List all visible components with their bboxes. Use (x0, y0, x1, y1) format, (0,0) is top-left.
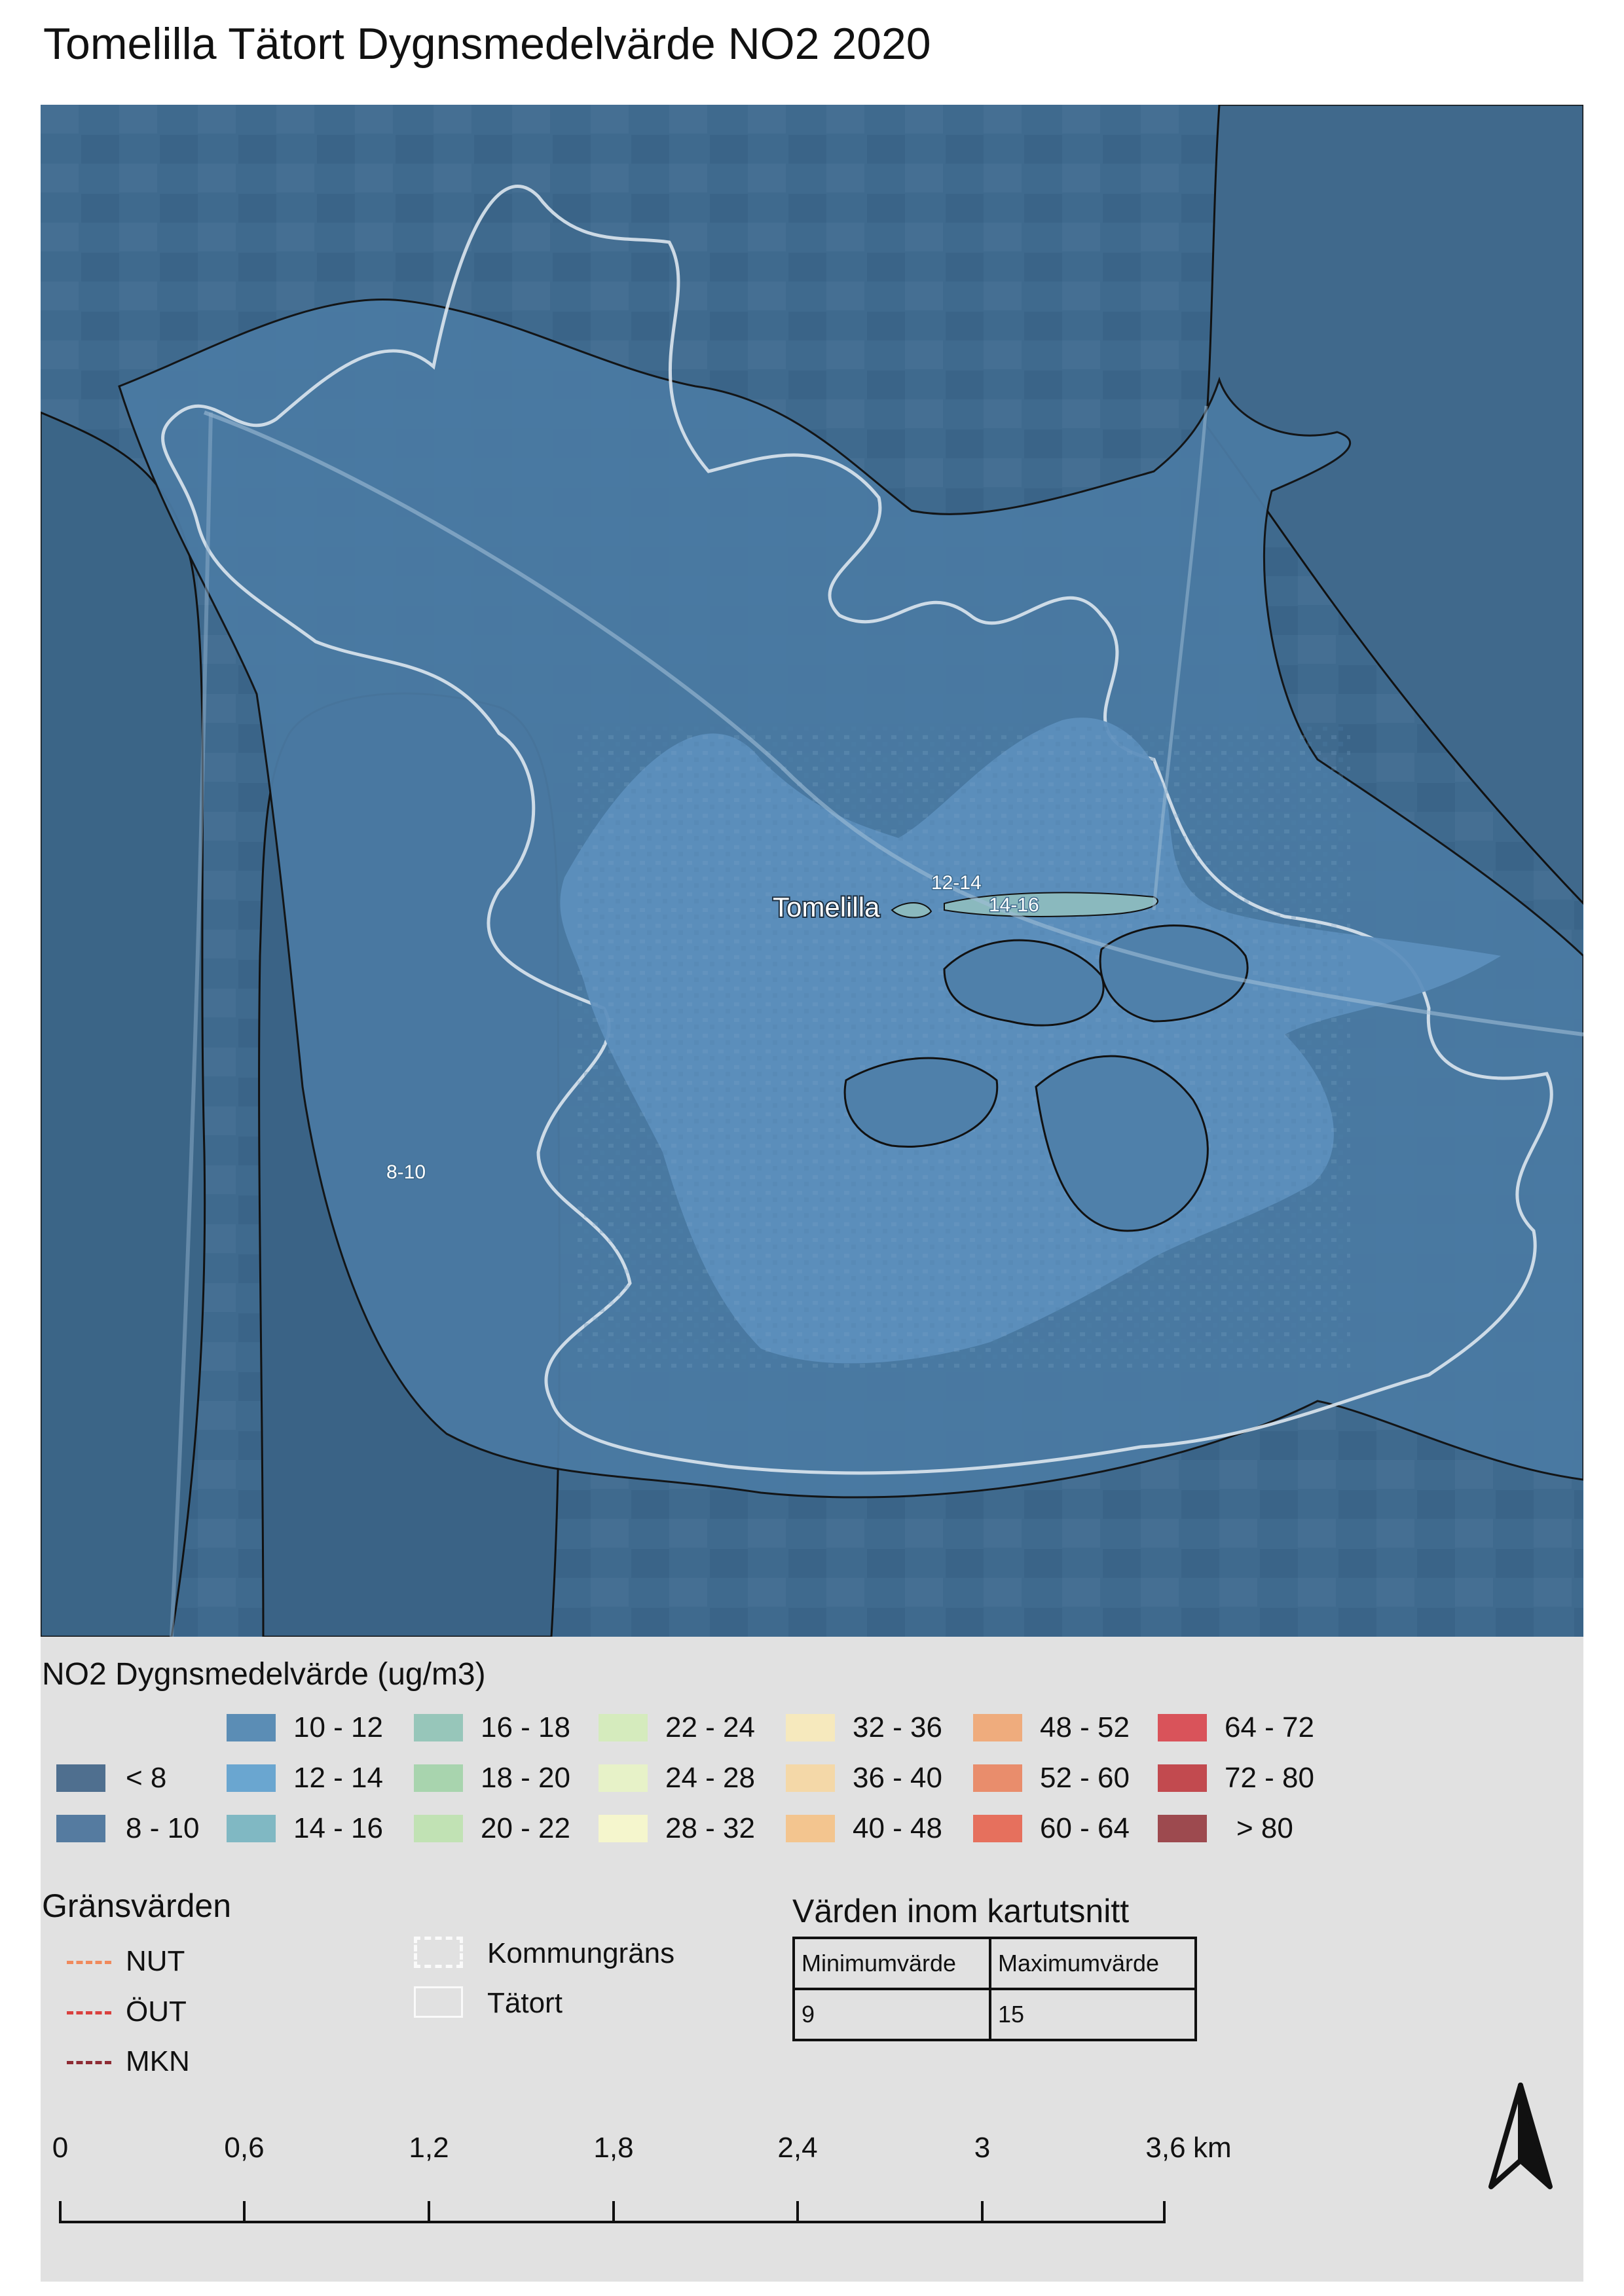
scale-label: 3,6 (1145, 2132, 1186, 2164)
limit-label: ÖUT (126, 1995, 187, 2028)
zone-14-16-hotspot (944, 892, 1158, 917)
kommungrans-symbol (414, 1937, 463, 1968)
scale-label: 2,4 (777, 2132, 818, 2164)
limit-line-nut (67, 1961, 111, 1964)
legend-label: 24 - 28 (665, 1762, 755, 1794)
legend-label: 16 - 18 (481, 1711, 570, 1743)
map-canvas[interactable]: Tomelilla 12-14 14-16 8-10 (41, 105, 1583, 1637)
limit-label: MKN (126, 2045, 190, 2077)
legend-swatch (973, 1764, 1022, 1792)
legend-swatch (786, 1815, 835, 1842)
legend-label: 52 - 60 (1040, 1762, 1130, 1794)
zone-label: 12-14 (931, 872, 982, 894)
legend-swatch (786, 1714, 835, 1741)
legend-swatch (227, 1815, 276, 1842)
legend-swatch (227, 1764, 276, 1792)
scale-label: 0,6 (224, 2132, 265, 2164)
legend-swatch (414, 1815, 463, 1842)
legend-label: 48 - 52 (1040, 1711, 1130, 1743)
legend-label: 72 - 80 (1225, 1762, 1314, 1794)
limit-line-out (67, 2011, 111, 2014)
legend-swatch (786, 1764, 835, 1792)
road (203, 410, 1583, 1036)
map-title: Tomelilla Tätort Dygnsmedelvärde NO2 202… (43, 19, 931, 69)
legend-swatch (1158, 1714, 1207, 1741)
legend-label: 8 - 10 (126, 1812, 200, 1844)
no2-concentration-map: Tomelilla 12-14 14-16 8-10 (41, 105, 1583, 1637)
legend-swatch (56, 1764, 105, 1792)
zone-8-10-northeast (1205, 105, 1583, 905)
scale-tick (612, 2201, 615, 2223)
zone-14-16-hotspot-small (891, 902, 932, 919)
place-label: Tomelilla (773, 892, 880, 922)
zone-label: 8-10 (386, 1161, 426, 1183)
legend-swatch (973, 1815, 1022, 1842)
tatort-symbol (414, 1986, 463, 2018)
zone-10-12-pocket-2 (1099, 924, 1249, 1023)
legend-label: > 80 (1236, 1812, 1293, 1844)
legend-label: 12 - 14 (293, 1762, 383, 1794)
north-arrow-icon (1485, 2082, 1557, 2196)
stats-table: Minimumvärde Maximumvärde 9 15 (792, 1937, 1197, 2041)
scale-tick (981, 2201, 984, 2223)
legend-swatch (1158, 1815, 1207, 1842)
legend-label: 10 - 12 (293, 1711, 383, 1743)
legend-panel: NO2 Dygnsmedelvärde (ug/m3) < 8 8 - 10 1… (41, 1637, 1583, 2282)
legend-label: 64 - 72 (1225, 1711, 1314, 1743)
zone-10-12-pocket-1 (943, 939, 1105, 1027)
scale-tick (1163, 2201, 1166, 2223)
road-west (170, 412, 213, 1637)
limit-label: NUT (126, 1945, 185, 1977)
urban-texture (578, 727, 1350, 1368)
scale-bar (59, 2201, 1166, 2223)
legend-label: 60 - 64 (1040, 1812, 1130, 1844)
limit-line-mkn (67, 2061, 111, 2064)
boundary-label: Kommungräns (487, 1937, 675, 1969)
scale-tick (428, 2201, 430, 2223)
scale-label: 0 (52, 2132, 69, 2164)
legend-label: 36 - 40 (853, 1762, 942, 1794)
railway (1152, 405, 1208, 911)
legend-label: 40 - 48 (853, 1812, 942, 1844)
scale-label: 1,2 (409, 2132, 449, 2164)
scale-tick (59, 2201, 62, 2223)
stats-header: Minimumvärde (792, 1937, 991, 1990)
legend-swatch (414, 1714, 463, 1741)
tatort-outline (161, 185, 1553, 1475)
zone-label: 14-16 (989, 894, 1039, 916)
legend-label: 18 - 20 (481, 1762, 570, 1794)
stats-title: Värden inom kartutsnitt (792, 1893, 1130, 1929)
legend-swatch (599, 1764, 648, 1792)
limits-title: Gränsvärden (42, 1887, 232, 1924)
legend-swatch (599, 1714, 648, 1741)
legend-swatch (414, 1764, 463, 1792)
stats-value-min: 9 (792, 1988, 991, 2041)
legend-label: 22 - 24 (665, 1711, 755, 1743)
legend-label: 28 - 32 (665, 1812, 755, 1844)
zone-10-12-pocket-3 (1035, 1055, 1209, 1232)
legend-label: 32 - 36 (853, 1711, 942, 1743)
scale-unit: km (1193, 2132, 1232, 2164)
stats-value-max: 15 (989, 1988, 1197, 2041)
legend-label: 20 - 22 (481, 1812, 570, 1844)
legend-swatch (973, 1714, 1022, 1741)
zone-10-12-pocket-4 (843, 1057, 999, 1148)
legend-label: < 8 (126, 1762, 167, 1794)
boundary-label: Tätort (487, 1987, 563, 2019)
stats-header: Maximumvärde (989, 1937, 1197, 1990)
legend-title: NO2 Dygnsmedelvärde (ug/m3) (42, 1657, 486, 1692)
scale-label: 1,8 (593, 2132, 634, 2164)
legend-swatch (1158, 1764, 1207, 1792)
legend-swatch (227, 1714, 276, 1741)
legend-label: 14 - 16 (293, 1812, 383, 1844)
scale-tick (796, 2201, 799, 2223)
legend-swatch (56, 1815, 105, 1842)
scale-tick (243, 2201, 246, 2223)
legend-swatch (599, 1815, 648, 1842)
scale-label: 3 (974, 2132, 991, 2164)
